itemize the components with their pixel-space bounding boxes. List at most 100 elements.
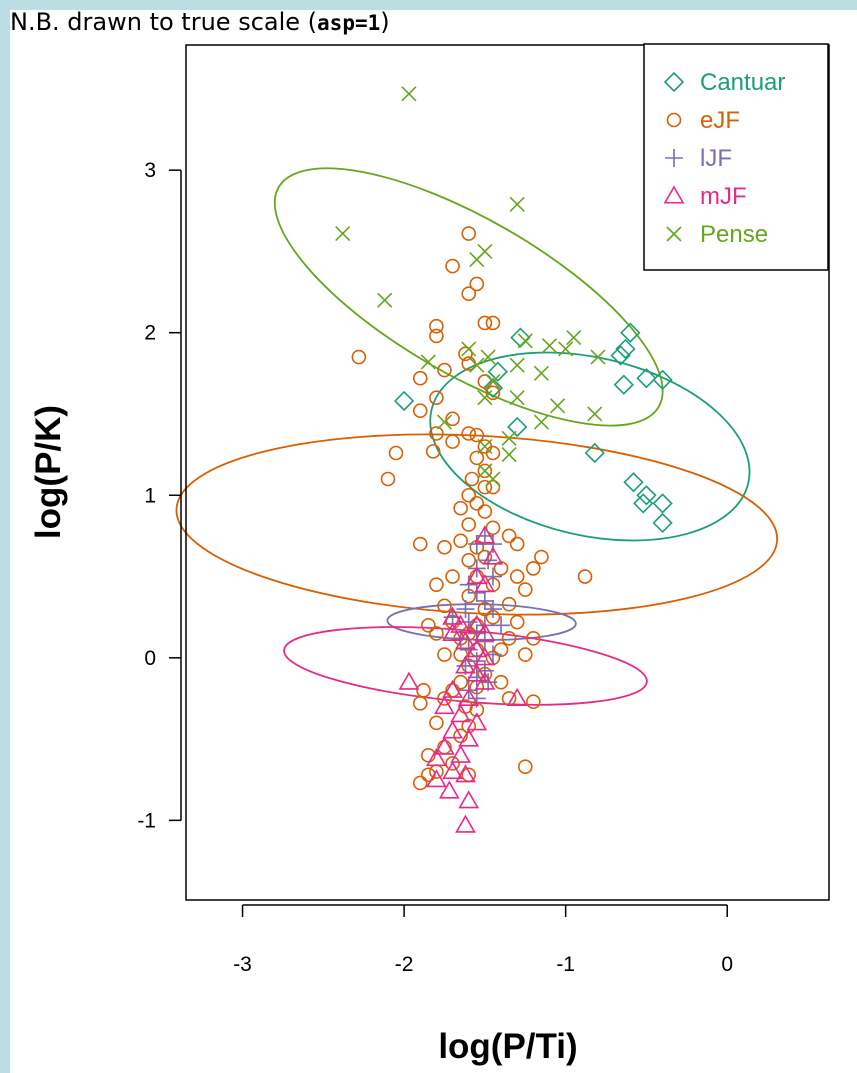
ejf-point bbox=[453, 533, 468, 549]
cantuar-point bbox=[487, 361, 508, 382]
mjf-point bbox=[455, 655, 476, 674]
legend-mjf-marker bbox=[663, 185, 685, 204]
ejf-point bbox=[469, 427, 485, 443]
x-tick-label: -2 bbox=[395, 953, 414, 976]
ejf-point bbox=[412, 775, 428, 791]
mjf-point bbox=[466, 639, 488, 658]
pense-point bbox=[533, 365, 549, 381]
ejf-point bbox=[421, 767, 436, 783]
ejf-point bbox=[509, 536, 525, 552]
cantuar-point bbox=[510, 327, 531, 348]
mjf-point bbox=[455, 764, 476, 783]
ljf-point bbox=[483, 535, 502, 554]
ejf-point bbox=[425, 444, 441, 459]
cantuar-point bbox=[633, 493, 654, 514]
ejf-point bbox=[469, 276, 485, 292]
ejf-point bbox=[461, 517, 477, 532]
mjf-point bbox=[426, 769, 447, 788]
ejf-point bbox=[445, 411, 460, 427]
legend-ejf-label: eJF bbox=[700, 107, 740, 134]
ejf-ellipse bbox=[175, 433, 779, 616]
y-tick-label: 2 bbox=[144, 322, 156, 345]
mjf-point bbox=[450, 744, 472, 763]
cantuar-point bbox=[652, 512, 673, 534]
ejf-point bbox=[485, 520, 501, 536]
ljf-point bbox=[459, 575, 478, 594]
ejf-point bbox=[485, 385, 501, 401]
ljf-point bbox=[467, 535, 486, 554]
mjf-point bbox=[442, 622, 463, 641]
pense-point bbox=[401, 86, 417, 102]
ejf-point bbox=[461, 426, 477, 441]
ejf-point bbox=[461, 552, 477, 568]
mjf-point bbox=[474, 622, 496, 641]
cantuar-point bbox=[584, 442, 605, 464]
ejf-point bbox=[509, 614, 525, 630]
ejf-point bbox=[461, 226, 477, 241]
mjf-points bbox=[398, 525, 528, 833]
pense-point bbox=[566, 330, 582, 346]
cantuar-point bbox=[623, 472, 644, 493]
ejf-point bbox=[469, 450, 485, 466]
ejf-point bbox=[477, 315, 493, 331]
cantuar-point bbox=[610, 345, 631, 366]
legend-cantuar-label: Cantuar bbox=[700, 69, 785, 96]
pense-points bbox=[335, 86, 606, 487]
ejf-point bbox=[526, 694, 541, 709]
ejf-point bbox=[429, 328, 444, 344]
y-axis-title: log(P/K) bbox=[29, 405, 68, 539]
ejf-point bbox=[445, 258, 460, 274]
mjf-point bbox=[474, 647, 496, 666]
ejf-point bbox=[469, 496, 485, 511]
ejf-point bbox=[429, 426, 444, 441]
mjf-point bbox=[442, 760, 463, 780]
pense-point bbox=[436, 414, 453, 430]
cantuar-point bbox=[652, 369, 673, 390]
legend-ljf-marker bbox=[665, 149, 683, 167]
mjf-point bbox=[434, 695, 455, 715]
cantuar-ellipse bbox=[429, 351, 751, 542]
ejf-point bbox=[380, 471, 396, 487]
y-axis: -1 0 1 2 3 bbox=[137, 159, 182, 832]
ejf-point bbox=[517, 582, 533, 597]
pense-point bbox=[517, 333, 533, 349]
pense-point bbox=[461, 341, 477, 357]
mjf-point bbox=[458, 687, 480, 706]
mjf-point bbox=[450, 704, 472, 723]
cantuar-point bbox=[613, 374, 634, 395]
mjf-point bbox=[474, 525, 496, 544]
ejf-point bbox=[429, 577, 444, 592]
mjf-point bbox=[455, 814, 476, 833]
ljf-point bbox=[467, 583, 486, 602]
pense-point bbox=[590, 349, 606, 365]
ejf-point bbox=[493, 642, 509, 657]
ljf-point bbox=[483, 567, 502, 586]
ejf-point bbox=[477, 463, 493, 479]
pense-point bbox=[509, 196, 525, 212]
ejf-point bbox=[445, 756, 460, 771]
x-tick-label: -3 bbox=[233, 953, 252, 976]
ljf-point bbox=[467, 652, 486, 671]
y-tick-label: 3 bbox=[144, 159, 156, 182]
ejf-point bbox=[437, 691, 452, 706]
cantuar-point bbox=[393, 390, 415, 412]
y-tick-label: 1 bbox=[144, 484, 156, 507]
mjf-point bbox=[438, 780, 460, 799]
mjf-point bbox=[466, 565, 488, 585]
pense-point bbox=[480, 349, 496, 365]
mjf-point bbox=[474, 574, 496, 593]
ejf-point bbox=[429, 390, 444, 406]
pense-ellipse bbox=[273, 167, 664, 427]
ljf-point bbox=[483, 645, 502, 664]
plot-box bbox=[185, 44, 830, 901]
ejf-point bbox=[517, 759, 533, 775]
cantuar-point bbox=[507, 416, 528, 438]
scale-note-suffix: ) bbox=[380, 8, 390, 36]
ljf-point bbox=[456, 600, 475, 619]
scale-note-code: asp=1 bbox=[317, 11, 381, 35]
legend-cantuar-marker bbox=[663, 71, 685, 93]
ejf-point bbox=[437, 598, 452, 614]
legend: Cantuar eJF lJF mJF Pense bbox=[643, 43, 829, 271]
legend-ejf-marker bbox=[666, 112, 682, 128]
ejf-point bbox=[485, 479, 501, 495]
